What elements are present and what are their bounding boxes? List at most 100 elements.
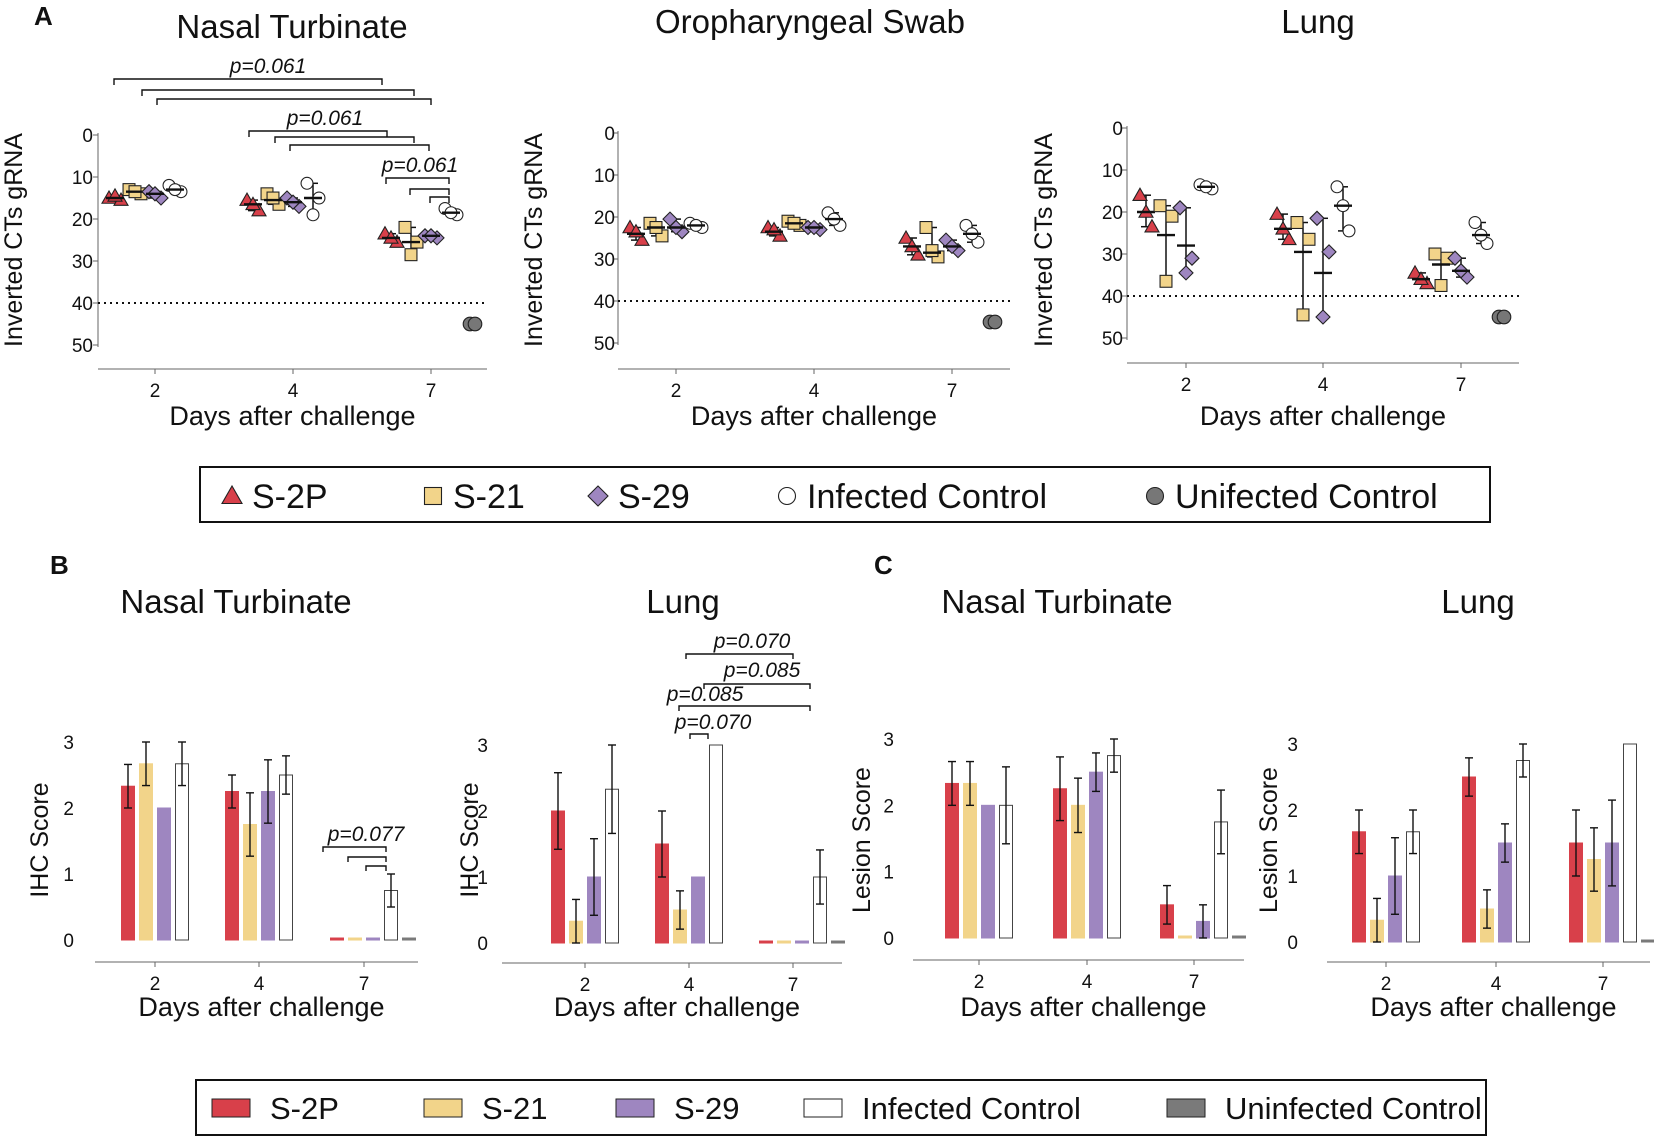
bar-s-21 [1178,935,1192,939]
scatter-panel-2: Oropharyngeal Swab Inverted CTs gRNA Days … [520,3,1010,431]
y-tick-label: 30 [72,252,93,273]
bar-s-21 [777,940,791,944]
bar-s-2p [945,782,959,939]
significance-bracket [685,653,794,659]
legend-a-label-unifected-control: Unifected Control [1175,478,1438,516]
data-point-s-29 [1321,244,1337,260]
bar-s-29 [691,876,705,944]
y-tick-label: 2 [477,802,488,823]
p-value-label: p=0.077 [327,823,406,846]
p-value-label: p=0.061 [286,107,364,130]
legend-a-marker-s-29 [587,485,609,507]
legend-a-label-s-21: S-21 [453,478,525,516]
legend-a-marker-s-21 [423,486,443,506]
x-tick-label: 2 [150,381,161,402]
legend-bc-label-infected-control: Infected Control [862,1091,1081,1126]
bar-s-21 [348,937,362,941]
y-tick-label: 20 [594,208,615,229]
y-axis-label: Inverted CTs gRNA [0,133,28,347]
scatter-panel-3: Lung Inverted CTs gRNA Days after challeng… [1030,3,1519,431]
significance-bracket [429,196,450,203]
data-point-infected-control [306,208,320,222]
data-point-infected-control [1342,224,1356,238]
chart-title: Lung [1281,3,1354,40]
x-tick-label: 4 [1318,375,1329,396]
y-tick-label: 20 [72,210,93,231]
x-tick-label: 4 [1082,972,1093,993]
y-tick-label: 0 [477,934,488,955]
data-point-s-21 [404,248,418,262]
bar-s-2p [1462,776,1476,943]
data-point-s-2p [898,229,914,244]
x-tick-label: 4 [288,381,299,402]
y-tick-label: 0 [1287,933,1298,954]
y-tick-label: 10 [72,168,93,189]
significance-bracket [678,705,811,711]
bar-infected-control [1107,755,1121,939]
significance-bracket [289,144,430,151]
significance-bracket [689,733,709,739]
bar-uninfected-control [1641,939,1654,943]
y-tick-label: 30 [1102,245,1123,266]
y-tick-label: 50 [1102,329,1123,350]
y-axis-label: IHC Score [26,782,54,897]
data-point-s-2p [1281,231,1297,246]
y-tick-label: 50 [72,336,93,357]
data-point-s-21 [1159,274,1173,288]
bar-s-21 [139,763,153,941]
p-value-label: p=0.085 [666,683,744,706]
y-axis-label: Inverted CTs gRNA [520,133,548,347]
legend-a-frame [199,466,1491,523]
y-axis-label: Inverted CTs gRNA [1030,133,1058,347]
data-point-s-21 [1428,247,1442,261]
y-tick-label: 2 [1287,801,1298,822]
panel-label-b: B [50,550,69,580]
x-tick-label: 2 [671,381,682,402]
bar-uninfected-control [402,937,416,941]
x-axis-label: Days after challenge [691,401,937,431]
data-point-s-21 [1153,199,1167,213]
bar-s-29 [366,937,380,941]
significance-bracket [409,188,450,195]
y-axis-label: Lesion Score [1255,767,1283,913]
x-tick-label: 7 [1456,375,1467,396]
data-point-s-21 [1165,209,1179,223]
y-tick-label: 1 [1287,867,1298,888]
data-point-s-29 [1309,210,1325,227]
x-tick-label: 4 [809,381,820,402]
x-tick-label: 7 [788,975,799,996]
x-axis-label: Days after challenge [960,992,1206,1022]
bar-s-21 [963,782,977,939]
data-point-s-21 [925,244,939,258]
data-point-s-2p [1144,218,1160,233]
x-tick-label: 7 [1598,974,1609,995]
x-axis-label: Days after challenge [554,992,800,1022]
p-value-label: p=0.070 [674,711,752,734]
bar-s-2p [121,785,135,941]
significance-bracket [385,177,450,184]
legend-a: S-2P S-21 S-29 Infected Control Unifected Co… [199,466,1491,523]
y-tick-label: 3 [63,733,74,754]
chart-title: Nasal Turbinate [176,8,407,45]
x-tick-label: 2 [974,972,985,993]
y-tick-label: 0 [883,929,894,950]
panel-label-c: C [874,550,893,580]
legend-bc-label-uninfected-control: Uninfected Control [1225,1091,1482,1126]
y-tick-label: 2 [63,799,74,820]
y-tick-label: 30 [594,250,615,271]
data-point-s-2p [634,231,650,246]
bar-panel-1: Nasal Turbinate IHC Score Days after chall… [26,583,418,1022]
bar-s-2p [330,937,344,941]
y-tick-label: 1 [63,865,74,886]
data-point-infected-control [1468,216,1482,230]
legend-a-marker-unifected-control [1145,486,1165,506]
x-tick-label: 2 [1381,974,1392,995]
panel-label-a: A [34,1,53,31]
x-tick-label: 2 [580,975,591,996]
chart-title: Lung [646,583,719,620]
y-tick-label: 40 [1102,287,1123,308]
legend-a-label-infected-control: Infected Control [807,478,1047,516]
